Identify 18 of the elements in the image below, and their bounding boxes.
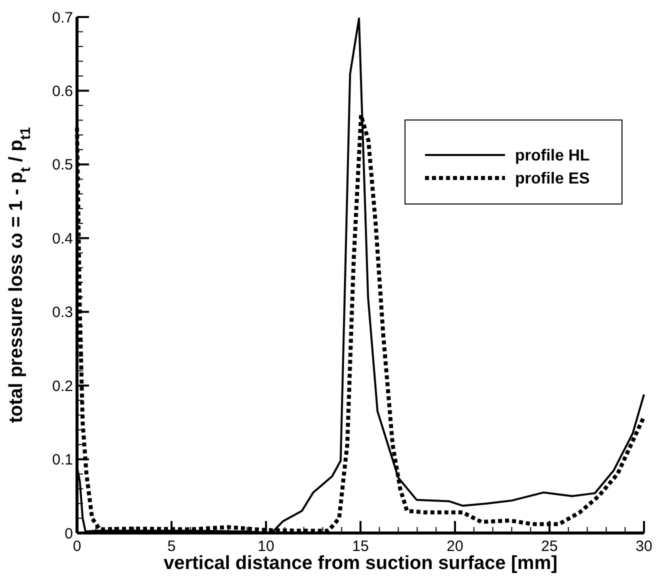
x-tick-label: 10 [258, 538, 274, 555]
y-tick-label: 0 [64, 525, 73, 542]
x-tick-label: 15 [352, 538, 369, 555]
y-tick-label: 0.2 [52, 378, 73, 395]
x-tick-label: 30 [636, 538, 652, 555]
y-tick-label: 0.1 [52, 452, 73, 469]
x-tick-label: 25 [541, 538, 558, 555]
y-tick-label: 0.3 [52, 304, 73, 322]
y-tick-label: 0.7 [52, 9, 73, 26]
y-tick-label: 0.6 [52, 82, 73, 100]
line-series [76, 17, 645, 534]
y-tick-label: 0.4 [52, 230, 73, 248]
x-axis-title: vertical distance from suction surface [mm] [164, 553, 558, 574]
legend-label: profile ES [515, 170, 590, 188]
legend-label: profile HL [515, 148, 590, 165]
y-tick-label: 0.5 [52, 156, 73, 174]
x-tick-label: 20 [446, 538, 464, 555]
x-tick-label: 5 [167, 538, 176, 555]
